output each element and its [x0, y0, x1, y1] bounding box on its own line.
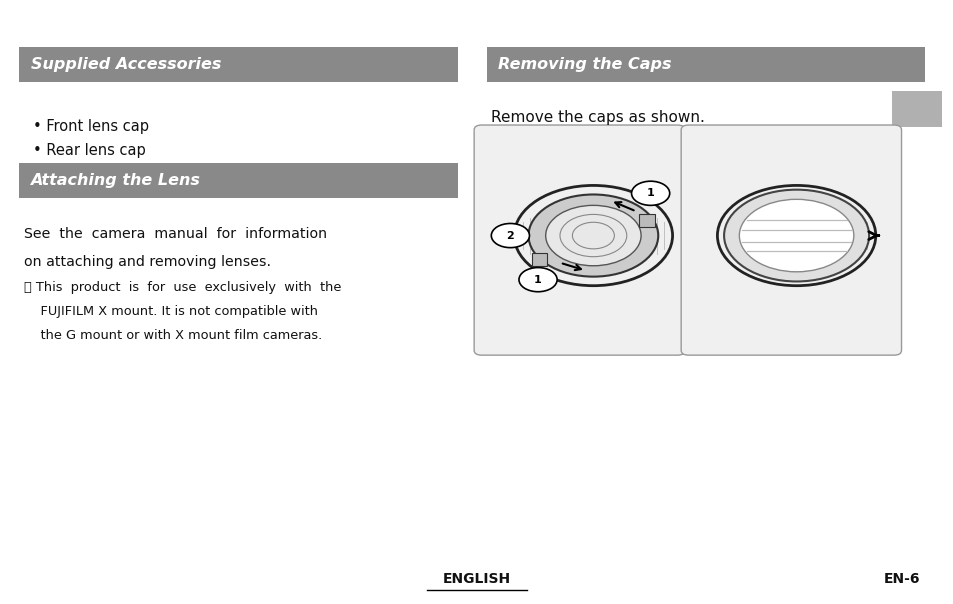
- Text: 1: 1: [646, 188, 654, 198]
- Text: the G mount or with X mount film cameras.: the G mount or with X mount film cameras…: [24, 329, 322, 342]
- FancyBboxPatch shape: [19, 47, 457, 82]
- Bar: [639, 214, 654, 227]
- Text: on attaching and removing lenses.: on attaching and removing lenses.: [24, 255, 271, 269]
- FancyBboxPatch shape: [486, 47, 924, 82]
- Circle shape: [491, 223, 529, 248]
- Circle shape: [545, 205, 640, 266]
- Circle shape: [631, 181, 669, 205]
- Text: 1: 1: [534, 275, 541, 284]
- Text: ENGLISH: ENGLISH: [442, 571, 511, 586]
- FancyBboxPatch shape: [680, 125, 901, 355]
- Text: Remove the caps as shown.: Remove the caps as shown.: [491, 110, 704, 125]
- Bar: [532, 252, 547, 266]
- Text: • Front lens cap: • Front lens cap: [33, 120, 150, 134]
- Text: See  the  camera  manual  for  information: See the camera manual for information: [24, 227, 327, 241]
- Text: • Rear lens cap: • Rear lens cap: [33, 144, 146, 158]
- Circle shape: [518, 268, 557, 292]
- Text: Removing the Caps: Removing the Caps: [497, 57, 671, 71]
- Text: ⓘ This  product  is  for  use  exclusively  with  the: ⓘ This product is for use exclusively wi…: [24, 281, 341, 294]
- Text: FUJIFILM X mount. It is not compatible with: FUJIFILM X mount. It is not compatible w…: [24, 305, 317, 318]
- Text: Attaching the Lens: Attaching the Lens: [30, 173, 200, 188]
- Text: Supplied Accessories: Supplied Accessories: [30, 57, 221, 71]
- FancyBboxPatch shape: [19, 163, 457, 198]
- Circle shape: [723, 190, 868, 281]
- FancyBboxPatch shape: [891, 91, 941, 127]
- Text: 2: 2: [506, 231, 514, 240]
- FancyBboxPatch shape: [474, 125, 684, 355]
- Text: EN-6: EN-6: [883, 571, 920, 586]
- Circle shape: [528, 194, 658, 277]
- Circle shape: [739, 199, 853, 272]
